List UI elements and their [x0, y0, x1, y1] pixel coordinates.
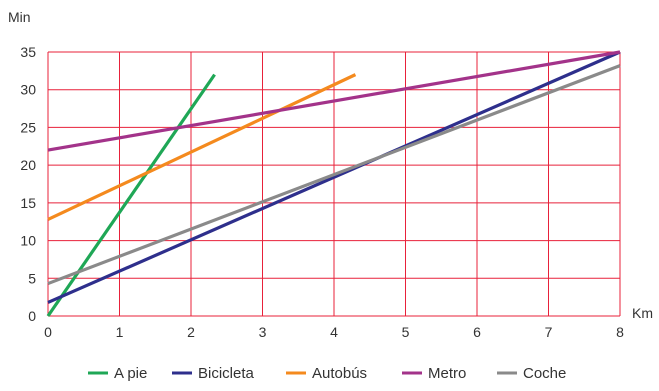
series-line-3	[47, 50, 621, 152]
series-line-2	[47, 73, 357, 221]
series-lines	[46, 50, 621, 317]
x-tick-label: 6	[473, 324, 481, 340]
x-tick-label: 8	[616, 324, 624, 340]
x-axis-label: Km	[632, 305, 653, 321]
y-tick-label: 0	[28, 308, 36, 324]
x-tick-label: 0	[44, 324, 52, 340]
x-tick-label: 5	[402, 324, 410, 340]
x-tick-label: 1	[116, 324, 124, 340]
x-tick-label: 7	[545, 324, 553, 340]
x-tick-label: 3	[259, 324, 267, 340]
legend-label: Metro	[428, 365, 466, 382]
legend-label: Autobús	[312, 365, 367, 382]
y-tick-label: 10	[20, 233, 36, 249]
y-tick-label: 35	[20, 44, 36, 60]
legend-label: Coche	[523, 365, 566, 382]
x-tick-label: 4	[330, 324, 338, 340]
series-line-1	[47, 50, 621, 304]
x-tick-label: 2	[187, 324, 195, 340]
tick-labels: 0 1 2 3 4 5 6 7 8 0 5 10 15 20 25 30 35	[20, 44, 624, 340]
series-line-4	[47, 64, 621, 286]
legend-label: A pie	[114, 365, 147, 382]
y-tick-label: 30	[20, 82, 36, 98]
y-tick-label: 25	[20, 119, 36, 135]
legend-label: Bicicleta	[198, 365, 255, 382]
y-tick-label: 15	[20, 195, 36, 211]
y-tick-label: 20	[20, 157, 36, 173]
series-line-0	[46, 73, 216, 317]
y-tick-label: 5	[28, 270, 36, 286]
y-axis-label: Min	[8, 9, 31, 25]
legend: A pie Bicicleta Autobús Metro Coche	[88, 365, 566, 382]
grid	[47, 51, 621, 317]
